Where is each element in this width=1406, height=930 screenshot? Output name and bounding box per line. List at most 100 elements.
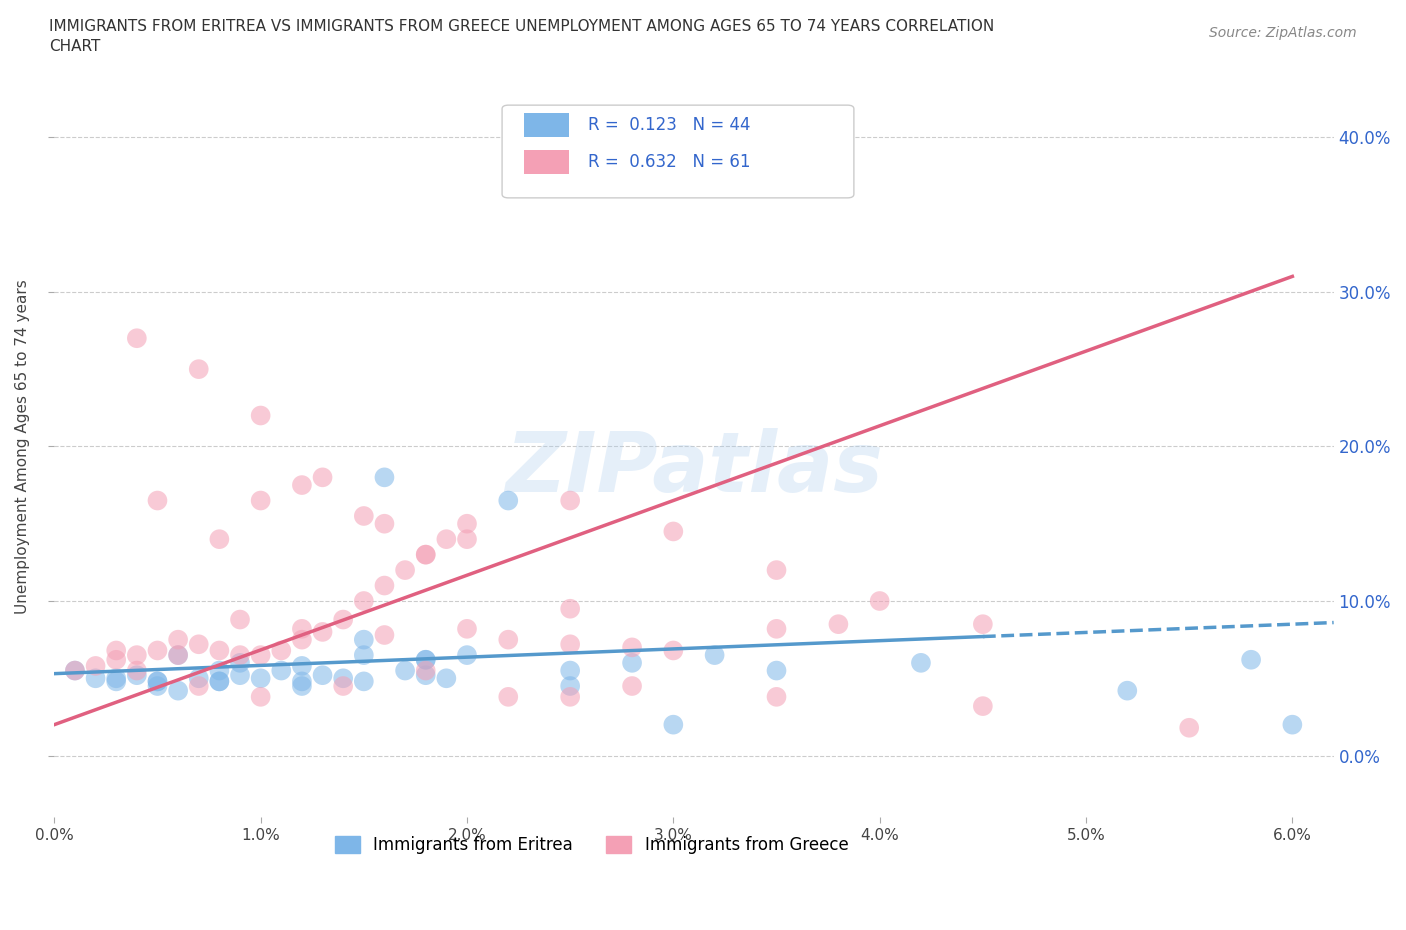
Point: [291, 674, 314, 689]
Point: [208, 674, 231, 689]
Point: [765, 663, 787, 678]
Legend: Immigrants from Eritrea, Immigrants from Greece: Immigrants from Eritrea, Immigrants from…: [328, 830, 855, 861]
Point: [373, 470, 395, 485]
Point: [208, 532, 231, 547]
FancyBboxPatch shape: [502, 105, 853, 198]
Point: [249, 671, 271, 685]
Point: [353, 509, 375, 524]
Point: [270, 663, 292, 678]
Point: [146, 679, 169, 694]
Point: [972, 698, 994, 713]
Point: [105, 674, 128, 689]
Point: [560, 663, 582, 678]
Point: [415, 652, 437, 667]
Point: [373, 628, 395, 643]
Point: [621, 656, 644, 671]
Point: [270, 643, 292, 658]
Text: CHART: CHART: [49, 39, 101, 54]
Point: [146, 674, 169, 689]
Point: [249, 493, 271, 508]
Point: [456, 621, 478, 636]
Y-axis label: Unemployment Among Ages 65 to 74 years: Unemployment Among Ages 65 to 74 years: [15, 279, 30, 614]
Point: [415, 547, 437, 562]
Point: [765, 563, 787, 578]
Text: R =  0.632   N = 61: R = 0.632 N = 61: [588, 153, 751, 171]
Point: [208, 643, 231, 658]
Point: [146, 493, 169, 508]
Point: [146, 674, 169, 689]
Point: [972, 617, 994, 631]
Point: [560, 602, 582, 617]
Point: [353, 632, 375, 647]
Point: [187, 671, 209, 685]
Point: [560, 637, 582, 652]
Point: [125, 647, 148, 662]
Point: [229, 612, 252, 627]
Point: [353, 647, 375, 662]
Text: R =  0.123   N = 44: R = 0.123 N = 44: [588, 116, 751, 134]
Point: [560, 689, 582, 704]
Point: [1281, 717, 1303, 732]
Point: [662, 717, 685, 732]
Point: [496, 493, 519, 508]
Point: [167, 647, 190, 662]
Point: [496, 632, 519, 647]
Point: [456, 532, 478, 547]
Point: [332, 679, 354, 694]
Point: [394, 663, 416, 678]
Point: [229, 647, 252, 662]
Point: [353, 674, 375, 689]
Point: [332, 671, 354, 685]
Point: [167, 647, 190, 662]
Point: [332, 612, 354, 627]
Point: [208, 674, 231, 689]
Point: [560, 493, 582, 508]
Point: [415, 652, 437, 667]
Point: [621, 640, 644, 655]
Point: [1178, 721, 1201, 736]
Point: [229, 668, 252, 683]
Point: [291, 478, 314, 493]
Point: [208, 663, 231, 678]
Point: [84, 671, 107, 685]
Point: [496, 689, 519, 704]
Point: [373, 516, 395, 531]
Point: [415, 547, 437, 562]
Point: [63, 663, 86, 678]
Point: [311, 668, 333, 683]
Point: [353, 593, 375, 608]
Point: [125, 663, 148, 678]
Point: [105, 643, 128, 658]
Point: [249, 689, 271, 704]
Point: [703, 647, 725, 662]
Text: ZIPatlas: ZIPatlas: [505, 428, 883, 510]
Point: [63, 663, 86, 678]
Point: [910, 656, 932, 671]
FancyBboxPatch shape: [524, 151, 568, 174]
Point: [662, 643, 685, 658]
Point: [146, 643, 169, 658]
Point: [84, 658, 107, 673]
Point: [291, 632, 314, 647]
Point: [456, 647, 478, 662]
Point: [373, 578, 395, 593]
Point: [291, 658, 314, 673]
Point: [415, 668, 437, 683]
Point: [560, 679, 582, 694]
Point: [662, 524, 685, 538]
Point: [415, 663, 437, 678]
Point: [311, 470, 333, 485]
Point: [187, 679, 209, 694]
Text: Source: ZipAtlas.com: Source: ZipAtlas.com: [1209, 26, 1357, 40]
Point: [311, 624, 333, 639]
Point: [187, 362, 209, 377]
Point: [249, 408, 271, 423]
Point: [229, 656, 252, 671]
Point: [869, 593, 891, 608]
Point: [125, 668, 148, 683]
Point: [394, 563, 416, 578]
Point: [827, 617, 849, 631]
Point: [456, 516, 478, 531]
Point: [167, 684, 190, 698]
Point: [621, 679, 644, 694]
